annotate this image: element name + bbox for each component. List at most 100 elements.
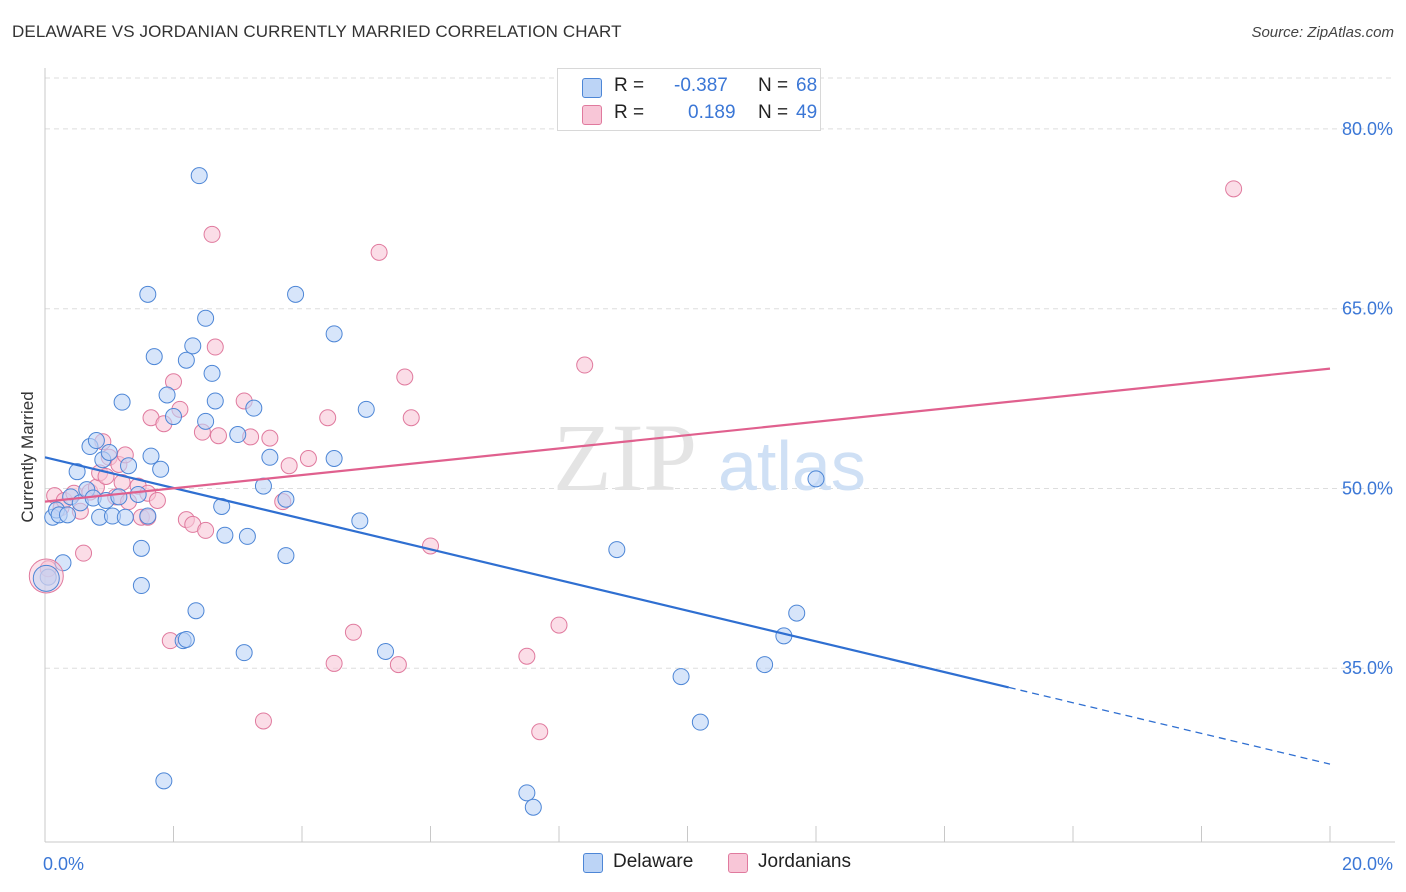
jordanians-point <box>550 616 568 634</box>
delaware-point <box>145 348 163 366</box>
jordanians-point <box>344 623 362 641</box>
delaware-n-value: 68 <box>796 75 818 96</box>
delaware-point <box>197 412 215 430</box>
n-label: N = <box>758 102 789 123</box>
delaware-point <box>325 325 343 343</box>
y-tick-label: 35.0% <box>1342 658 1393 678</box>
jordanians-point <box>531 723 549 741</box>
delaware-point <box>756 656 774 674</box>
jordanians-legend-swatch <box>728 853 748 873</box>
delaware-point <box>116 508 134 526</box>
gridlines <box>45 77 1395 669</box>
delaware-trend-line <box>44 456 1010 689</box>
y-tick-label: 80.0% <box>1342 119 1393 139</box>
axis-labels: 35.0% 50.0% 65.0% 80.0% 0.0% 20.0% Currently M… <box>18 119 1393 874</box>
jordanians-point <box>402 409 420 427</box>
jordanians-point <box>1225 180 1243 198</box>
delaware-point <box>203 364 221 382</box>
jordanians-point <box>75 544 93 562</box>
delaware-point <box>608 541 626 559</box>
jordanians-trend-line <box>44 367 1331 503</box>
delaware-point <box>158 386 176 404</box>
delaware-point <box>216 526 234 544</box>
delaware-point <box>100 444 118 462</box>
delaware-point <box>139 285 157 303</box>
jordanians-point <box>209 427 227 445</box>
delaware-point <box>518 784 536 802</box>
chart-title: DELAWARE VS JORDANIAN CURRENTLY MARRIED … <box>12 22 622 41</box>
delaware-point <box>261 448 279 466</box>
delaware-point <box>377 642 395 660</box>
jordanians-r-value: 0.189 <box>688 102 736 123</box>
delaware-point <box>177 351 195 369</box>
delaware-point <box>177 630 195 648</box>
delaware-point <box>357 400 375 418</box>
delaware-point <box>672 668 690 686</box>
delaware-point <box>155 772 173 790</box>
delaware-point <box>120 457 138 475</box>
jordanians-point <box>197 521 215 539</box>
y-axis-label: Currently Married <box>18 391 37 522</box>
delaware-point <box>277 490 295 508</box>
jordanians-point <box>396 368 414 386</box>
jordanians-point <box>325 654 343 672</box>
stats-legend: R = -0.387 N = 68 R = 0.189 N = 49 <box>557 68 821 131</box>
jordanians-point <box>576 356 594 374</box>
jordanians-point <box>299 450 317 467</box>
delaware-point <box>277 547 295 565</box>
delaware-point <box>87 432 105 450</box>
delaware-point <box>187 602 205 620</box>
watermark: ZIP atlas <box>553 404 866 511</box>
delaware-point <box>238 527 256 545</box>
delaware-point <box>32 564 60 592</box>
delaware-point <box>142 447 160 465</box>
jordanians-point <box>319 409 337 427</box>
delaware-trend-extension <box>1008 686 1331 765</box>
x-tick-label-max: 20.0% <box>1342 854 1393 874</box>
delaware-point <box>110 488 128 506</box>
jordanians-point <box>148 491 166 509</box>
delaware-point <box>165 408 182 426</box>
delaware-point <box>351 512 369 530</box>
jordanians-point <box>389 656 407 674</box>
watermark-atlas: atlas <box>718 427 866 505</box>
delaware-point <box>807 470 825 488</box>
delaware-point <box>184 337 202 355</box>
jordanians-point <box>518 647 536 665</box>
jordanians-swatch <box>582 105 602 125</box>
delaware-point <box>58 506 76 524</box>
r-label: R = <box>614 75 645 96</box>
delaware-point <box>152 460 170 478</box>
axes <box>44 68 1395 843</box>
delaware-legend-swatch <box>583 853 603 873</box>
r-label: R = <box>614 102 645 123</box>
delaware-point <box>691 713 709 731</box>
delaware-point <box>68 463 86 481</box>
delaware-point <box>132 539 150 557</box>
delaware-point <box>524 798 542 816</box>
jordanians-point <box>206 338 224 356</box>
jordanians-point <box>370 243 388 261</box>
delaware-swatch <box>582 78 602 98</box>
delaware-point <box>129 485 147 503</box>
jordanians-point <box>254 712 272 730</box>
y-tick-label: 50.0% <box>1342 478 1393 498</box>
delaware-point <box>197 309 215 327</box>
delaware-point <box>229 426 247 444</box>
source-label: Source: ZipAtlas.com <box>1251 24 1394 41</box>
delaware-point <box>113 393 131 411</box>
delaware-point <box>139 507 157 525</box>
delaware-point <box>245 399 263 417</box>
watermark-zip: ZIP <box>553 404 697 511</box>
jordanians-legend-label: Jordanians <box>758 851 851 872</box>
delaware-point <box>190 167 208 185</box>
delaware-point <box>132 577 150 595</box>
delaware-point <box>287 285 305 303</box>
x-tick-label-min: 0.0% <box>43 854 84 874</box>
jordanians-n-value: 49 <box>796 102 818 123</box>
y-tick-label: 65.0% <box>1342 299 1393 319</box>
delaware-point <box>206 392 224 410</box>
points <box>28 167 1243 816</box>
delaware-point <box>788 604 806 622</box>
